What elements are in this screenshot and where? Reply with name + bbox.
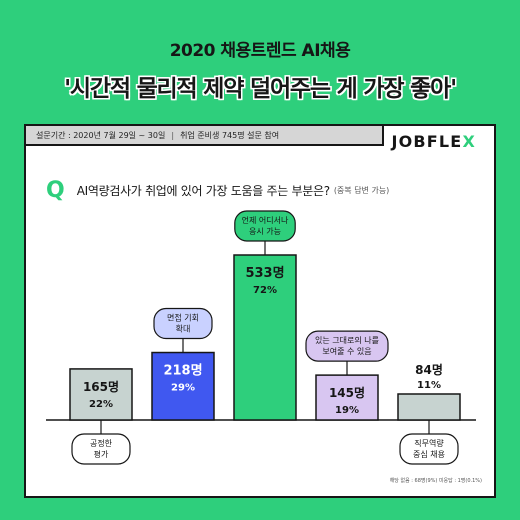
bar-0 xyxy=(69,368,133,421)
category-label-2-1: 응시 가능 xyxy=(249,227,281,236)
category-label-4-0: 직무역량 xyxy=(414,438,444,448)
question-note: (중복 답변 가능) xyxy=(333,186,390,195)
bar-percent-label-0: 22% xyxy=(89,399,113,410)
bar-value-label-3: 145명 xyxy=(329,386,365,400)
category-bubble-3 xyxy=(305,330,389,362)
bar-value-label-4: 84명 xyxy=(415,363,443,377)
category-label-2-0: 언제 어디서나 xyxy=(242,215,289,225)
bar-percent-label-4: 11% xyxy=(417,380,441,391)
bar-1 xyxy=(151,351,215,421)
category-label-0-0: 공정한 xyxy=(90,438,113,448)
category-label-3-0: 있는 그대로의 나를 xyxy=(315,335,379,345)
bar-percent-label-1: 29% xyxy=(171,383,195,394)
bar-value-label-2: 533명 xyxy=(245,265,284,281)
survey-info-bar: 설문기간 : 2020년 7월 29일 ~ 30일 | 취업 준비생 745명 … xyxy=(24,124,384,146)
category-label-1-1: 확대 xyxy=(176,324,191,334)
category-bubble-1 xyxy=(153,307,213,340)
bar-value-label-1: 218명 xyxy=(163,363,202,379)
headline: 2020 채용트렌드 AI채용 '시간적 물리적 제약 덜어주는 게 가장 좋아… xyxy=(0,36,520,103)
question-row: Q AI역량검사가 취업에 있어 가장 도움을 주는 부분은? (중복 답변 가… xyxy=(46,178,389,203)
survey-respondents: 취업 준비생 745명 설문 참여 xyxy=(180,130,280,140)
headline-subtitle: 2020 채용트렌드 AI채용 xyxy=(169,41,351,61)
logo-prefix: JOBFLE xyxy=(391,132,463,151)
survey-period: 설문기간 : 2020년 7월 29일 ~ 30일 xyxy=(36,130,166,140)
category-label-1-0: 면접 기회 xyxy=(167,313,199,323)
bar-percent-label-2: 72% xyxy=(253,285,277,296)
category-label-0-1: 평가 xyxy=(94,449,109,459)
bar-4 xyxy=(397,393,461,421)
bar-2 xyxy=(233,254,297,421)
category-bubble-2 xyxy=(234,210,296,242)
category-label-3-1: 보여줄 수 있음 xyxy=(322,346,371,356)
footnote: 해당 없음 : 68명(9%) 미응답 : 1명(0.1%) xyxy=(389,478,482,484)
question-icon: Q xyxy=(46,178,65,203)
category-bubble-4 xyxy=(399,433,459,465)
category-bubble-0 xyxy=(71,433,131,465)
logo-suffix: X xyxy=(462,132,476,151)
bar-percent-label-3: 19% xyxy=(335,405,359,416)
question-text: AI역량검사가 취업에 있어 가장 도움을 주는 부분은? xyxy=(76,184,330,198)
infographic-card: 설문기간 : 2020년 7월 29일 ~ 30일 | 취업 준비생 745명 … xyxy=(24,124,496,498)
bar-value-label-0: 165명 xyxy=(83,380,119,394)
category-label-4-1: 중심 채용 xyxy=(413,449,445,459)
jobflex-logo: JOBFLEX xyxy=(391,132,476,151)
survey-separator: | xyxy=(171,130,175,140)
headline-title: '시간적 물리적 제약 덜어주는 게 가장 좋아' xyxy=(64,76,457,102)
